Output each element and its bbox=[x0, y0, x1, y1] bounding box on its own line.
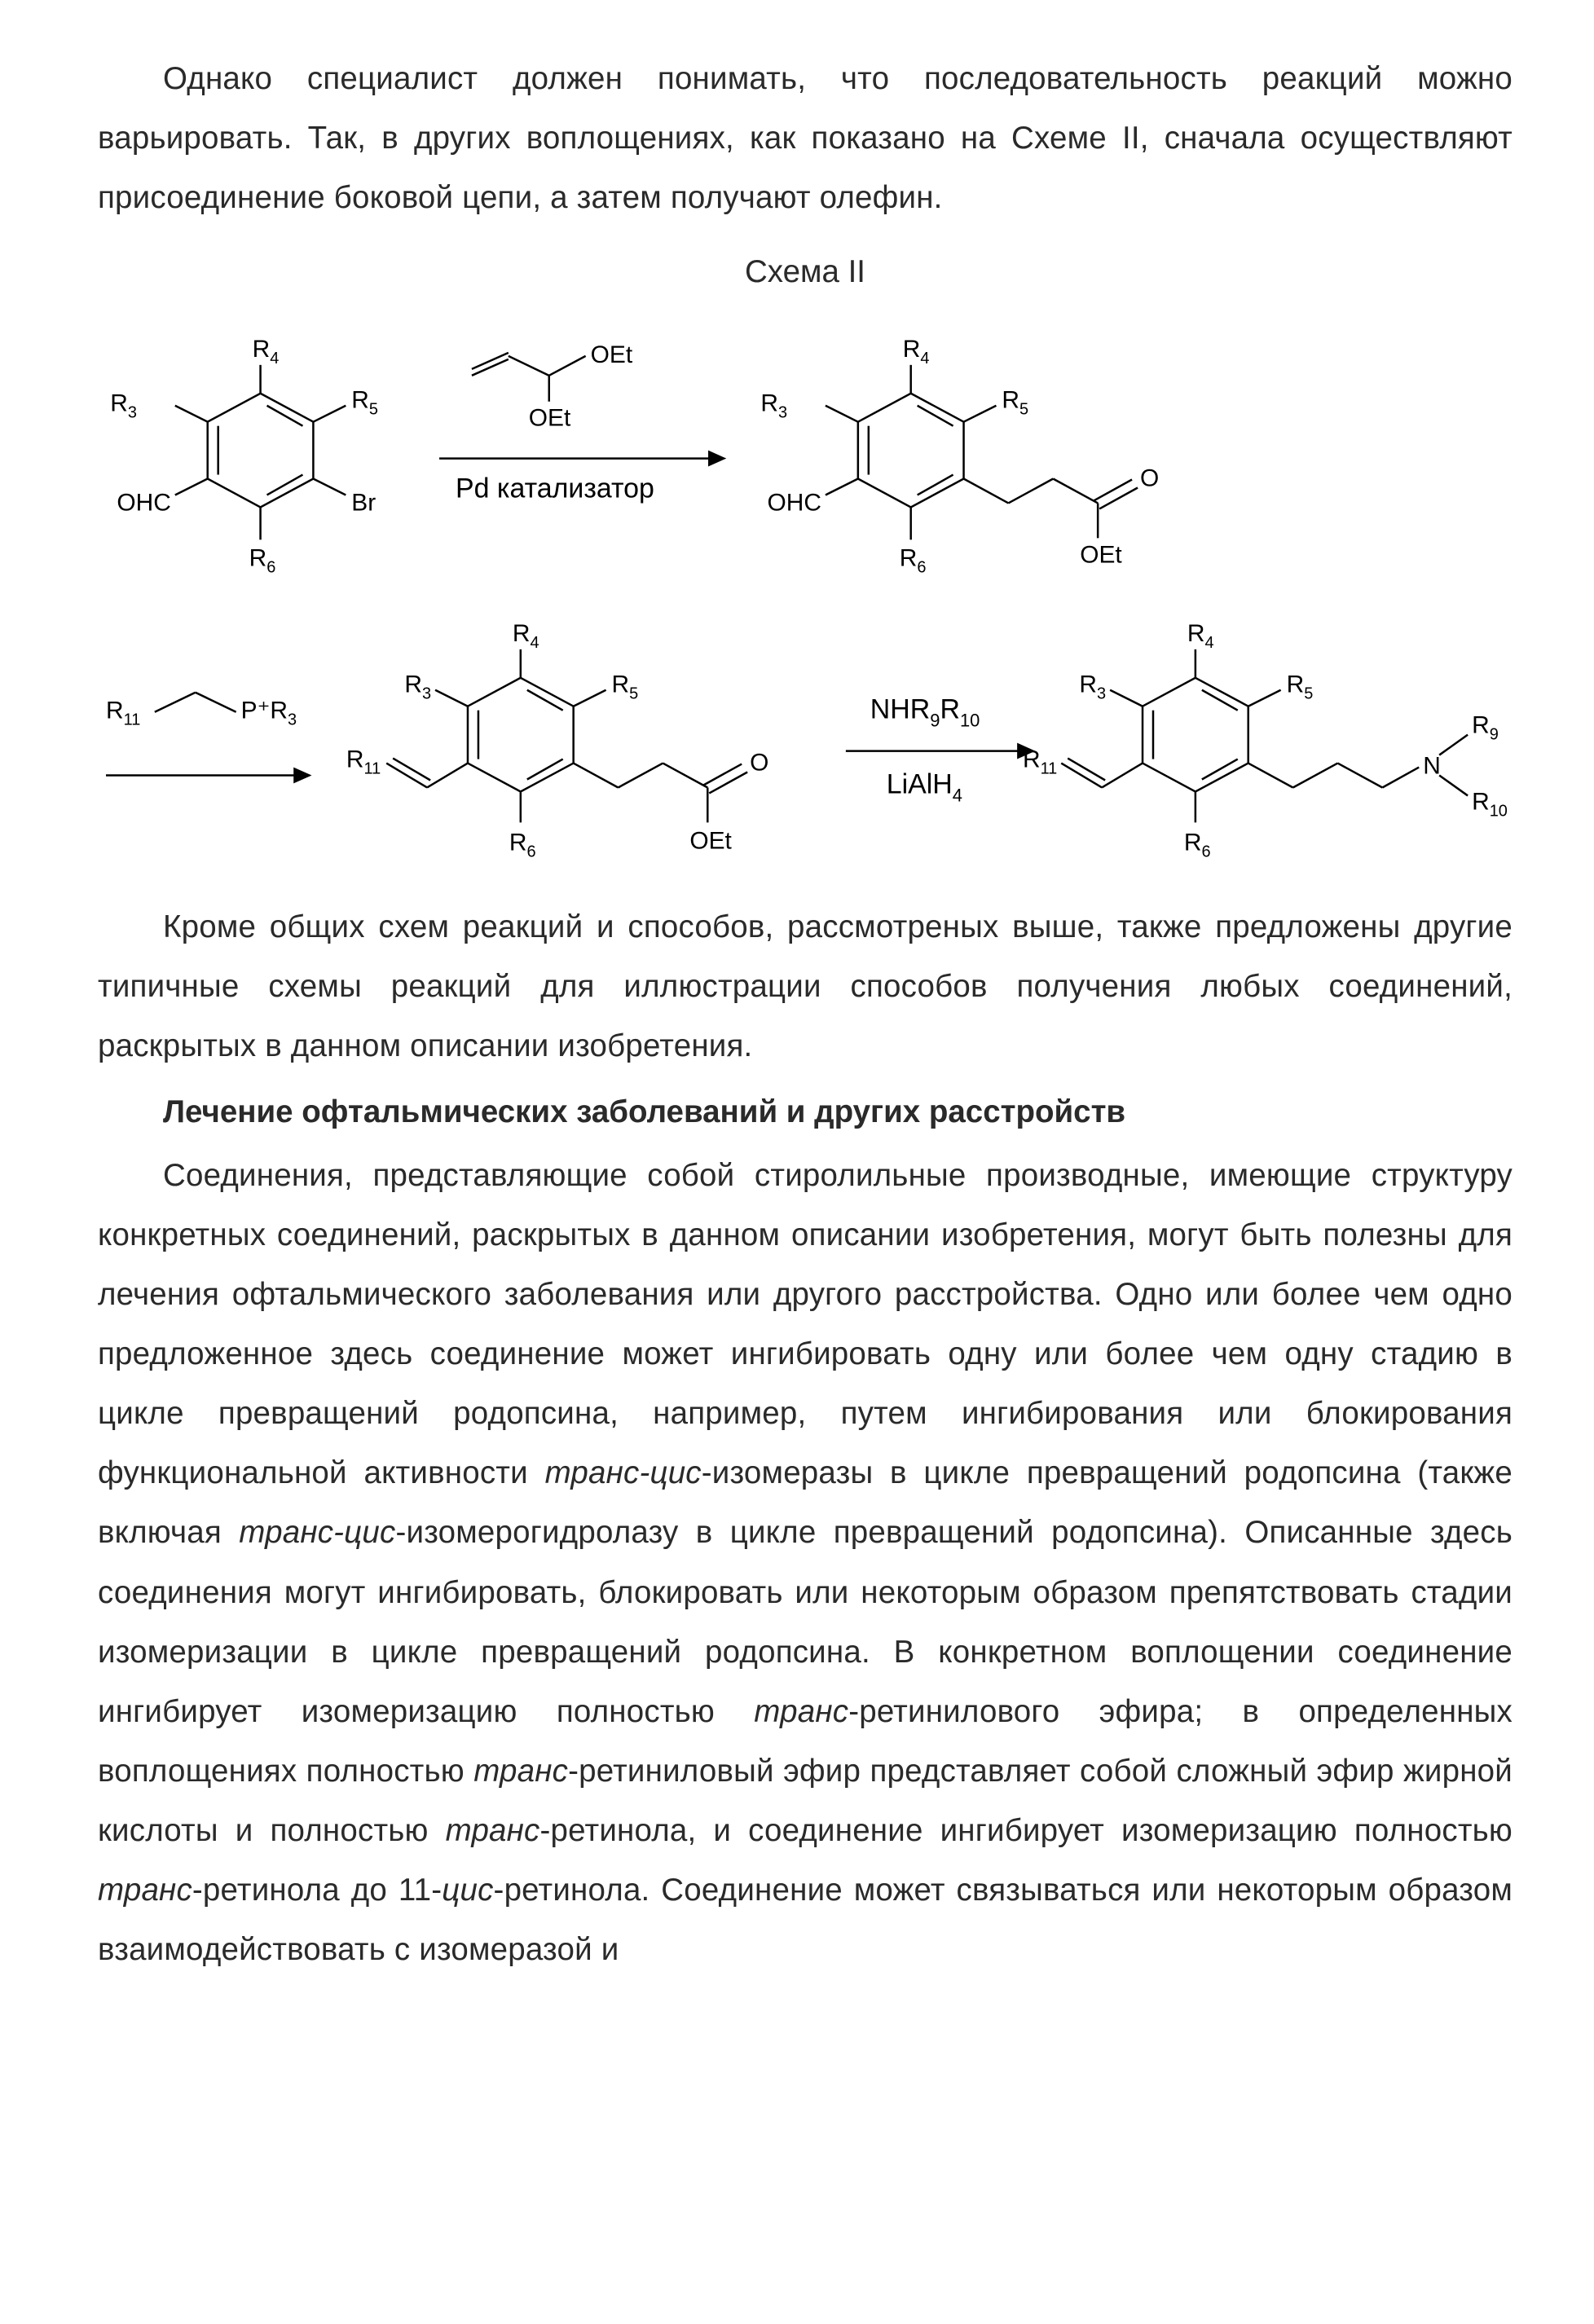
svg-text:R10: R10 bbox=[1472, 788, 1508, 820]
svg-text:R6: R6 bbox=[900, 544, 927, 576]
page: Однако специалист должен понимать, что п… bbox=[0, 0, 1594, 2324]
italic-trans-4: транс bbox=[98, 1873, 192, 1908]
reactant-1: R4 R5 Br R6 R3 OHC bbox=[110, 335, 378, 575]
svg-text:R11: R11 bbox=[346, 746, 381, 777]
svg-text:R5: R5 bbox=[1287, 671, 1314, 703]
svg-text:R3: R3 bbox=[404, 671, 431, 703]
svg-text:R5: R5 bbox=[612, 671, 639, 703]
label-r6: R6 bbox=[249, 544, 276, 576]
svg-text:R4: R4 bbox=[1187, 620, 1214, 652]
intermediate: R11 O OEt R4 R5 R6 R3 bbox=[346, 620, 769, 860]
label-o: O bbox=[1140, 464, 1159, 491]
label-ohc: OHC bbox=[117, 489, 170, 516]
label-oet-ester: OEt bbox=[1080, 541, 1122, 568]
label-r3: R3 bbox=[110, 390, 137, 421]
scheme-row-2: R11 P⁺R3 bbox=[98, 605, 1513, 881]
reagent-ylide: R11 P⁺R3 bbox=[106, 693, 297, 729]
label-pd-catalyst: Pd катализатор bbox=[456, 473, 654, 504]
paragraph-3: Соединения, представляющие собой стироли… bbox=[98, 1146, 1513, 1980]
scheme-title: Схема II bbox=[98, 242, 1513, 302]
product-final: R11 N R9 R10 R4 R5 R6 R3 bbox=[1023, 620, 1508, 860]
paragraph-2: Кроме общих схем реакций и способов, рас… bbox=[98, 897, 1513, 1076]
svg-text:R5: R5 bbox=[1002, 386, 1028, 418]
svg-text:LiAlH4: LiAlH4 bbox=[887, 768, 962, 805]
italic-trans-2: транс bbox=[473, 1754, 568, 1789]
svg-text:R6: R6 bbox=[509, 829, 536, 860]
italic-trans-cis-2: транс-цис bbox=[239, 1515, 395, 1550]
svg-text:OEt: OEt bbox=[689, 827, 732, 854]
svg-text:R11: R11 bbox=[106, 697, 140, 728]
svg-text:R9: R9 bbox=[1472, 711, 1499, 743]
arrow-2 bbox=[106, 768, 309, 781]
label-r4: R4 bbox=[253, 335, 280, 367]
svg-text:P⁺R3: P⁺R3 bbox=[241, 697, 297, 728]
svg-text:R6: R6 bbox=[1184, 829, 1211, 860]
svg-text:O: O bbox=[750, 749, 768, 776]
label-r5: R5 bbox=[351, 386, 378, 418]
svg-text:R4: R4 bbox=[903, 335, 930, 367]
svg-text:N: N bbox=[1423, 752, 1441, 779]
label-oet-bottom: OEt bbox=[529, 404, 571, 431]
svg-text:R4: R4 bbox=[513, 620, 539, 652]
svg-text:R3: R3 bbox=[760, 390, 787, 421]
svg-text:OHC: OHC bbox=[767, 489, 821, 516]
scheme-row-1: R4 R5 Br R6 R3 OHC OEt OEt bbox=[98, 312, 1513, 588]
arrow-3: NHR9R10 LiAlH4 bbox=[846, 693, 1033, 805]
italic-trans-1: транс bbox=[754, 1694, 848, 1729]
italic-cis: цис bbox=[442, 1873, 493, 1908]
reagent-arrow-1: OEt OEt Pd катализатор bbox=[439, 341, 724, 504]
label-oet-top: OEt bbox=[591, 341, 633, 368]
svg-text:NHR9R10: NHR9R10 bbox=[870, 693, 980, 730]
label-br: Br bbox=[351, 489, 376, 516]
svg-text:R3: R3 bbox=[1079, 671, 1106, 703]
italic-trans-3: транс bbox=[446, 1813, 540, 1848]
section-heading: Лечение офтальмических заболеваний и дру… bbox=[98, 1082, 1513, 1142]
svg-text:R11: R11 bbox=[1023, 746, 1057, 777]
italic-trans-cis-1: транс-цис bbox=[545, 1455, 702, 1490]
paragraph-1: Однако специалист должен понимать, что п… bbox=[98, 49, 1513, 227]
product-1: O OEt R4 R5 R6 R3 OHC bbox=[760, 335, 1159, 575]
